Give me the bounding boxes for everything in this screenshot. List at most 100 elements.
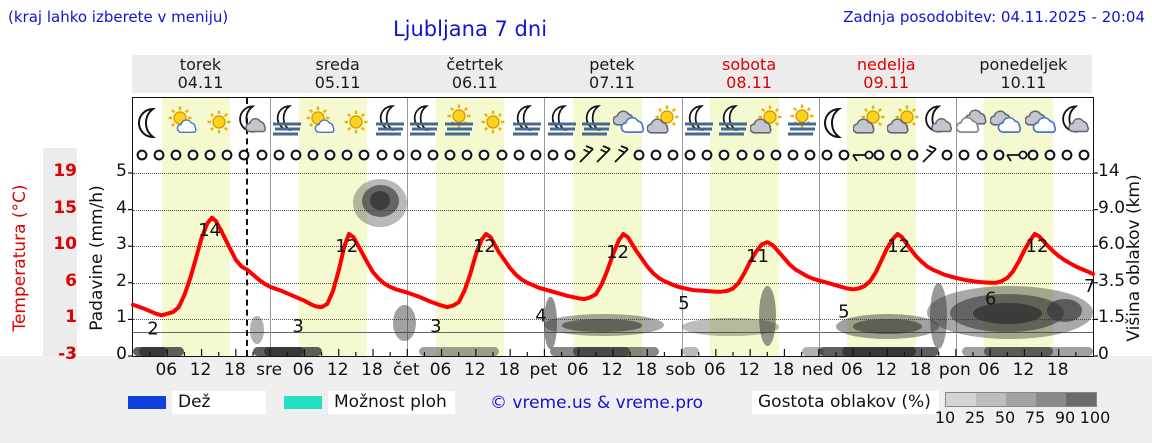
wind-symbol-calm [767,146,785,168]
day-separator [955,98,957,356]
precip-tick-label: 0 [116,344,127,364]
cloud-blob [393,304,416,342]
cloud-blob [930,282,948,349]
temp-value-label: 4 [535,305,546,326]
weather-icon-clouds [612,104,647,146]
wind-symbol-calm [681,146,699,168]
time-tick-label: 12 [326,360,349,380]
cloud-blob [984,347,1053,356]
weather-icon-sun-fog [785,104,819,146]
temp-value-label: 3 [430,316,441,337]
wind-symbol-calm [355,146,373,168]
wind-symbol-calm [493,146,511,168]
cloud-blob [264,347,305,356]
plot-area: 2 14 3 12 3 12 4 12 5 11 5 12 6 12 7 [128,97,1098,357]
wind-symbol-barb-ne [578,145,596,168]
wind-symbol-calm [544,146,562,168]
day-header-band [132,55,1092,93]
day-name: nedelja [856,55,916,74]
wind-symbol-calm [664,146,682,168]
wind-symbol-calm [373,146,391,168]
wind-symbol-calm [458,146,476,168]
showers-legend-label: Možnost ploh [328,391,455,414]
wind-symbol-calm [835,146,853,168]
cloud-blob [853,319,922,335]
wind-symbol-calm [630,146,648,168]
density-tick-label: 100 [1079,408,1111,427]
density-swatch [976,393,1006,406]
time-tick-label: 18 [909,360,932,380]
weather-icon-moon-fog [407,104,441,146]
weather-icon-clouds [1023,104,1059,146]
page-title: Ljubljana 7 dni [392,17,548,41]
weather-icon-moon-cloud [922,104,956,146]
temp-value-label: 6 [985,288,996,309]
day-separator [270,98,272,356]
precip-tick-label: 5 [116,161,127,181]
wind-symbol-calm [304,146,322,168]
precip-axis-title: Padavine (mm/h) [87,185,107,331]
wind-symbol-calm [218,146,236,168]
cloud-tick-label: 1.5 [1098,307,1126,328]
density-swatch [946,393,976,406]
temp-value-label: 12 [335,236,358,257]
wind-symbol-calm [698,146,716,168]
wind-symbol-calm [733,146,751,168]
day-name: torek [179,55,222,74]
density-tick-label: 25 [964,408,986,427]
weather-icon-moon-fog [682,104,716,146]
wind-symbol-calm [201,146,219,168]
day-name: ponedeljek [979,55,1068,74]
grid-line [133,173,1093,174]
weather-icon-sun [202,104,236,146]
wind-symbol-calm [253,146,271,168]
wind-symbol-calm [973,146,991,168]
precip-tick-label: 4 [116,197,127,218]
density-tick-label: 75 [1024,408,1046,427]
cloud-tick-label: 0 [1098,344,1109,364]
freezing-line [133,331,1093,333]
day-separator [681,98,683,356]
wind-symbol-calm [990,146,1008,168]
cloud-tick-label: 14 [1098,161,1120,181]
grid-line [133,246,1093,248]
density-tick-label: 90 [1054,408,1076,427]
wind-symbol-calm [424,146,442,168]
density-tick-label: 50 [994,408,1016,427]
wind-symbol-barb-ne [595,145,613,168]
time-tick-label: 12 [464,360,486,380]
wind-symbol-calm [818,146,836,168]
cloud-blob [573,347,631,356]
wind-symbol-calm [287,146,305,168]
day-name: petek [589,55,635,74]
weather-icon-moon [133,104,167,146]
wind-symbol-barb-ne [921,145,939,168]
weather-icon-moon-cloud [1059,104,1093,146]
daytime-band [298,98,368,356]
day-separator [818,98,820,356]
wind-symbol-calm [938,146,956,168]
wind-symbol-calm [955,146,973,168]
temp-value-label: 5 [838,301,849,322]
temp-tick-label: 19 [53,161,77,181]
time-tick-label: 18 [772,360,795,380]
credit-link[interactable]: © vreme.us & vreme.pro [490,393,704,413]
time-tick-label: 12 [1012,360,1035,380]
weather-icon-sun-fog [442,104,476,146]
time-tick-label: 18 [498,360,520,380]
day-date: 09.11 [863,73,910,92]
weather-icon-moon-fog [373,104,407,146]
weather-icon-moon-fog [716,104,750,146]
wind-symbol-calm [441,146,459,168]
time-tick-label: 06 [841,360,863,380]
wind-symbol-calm [887,146,905,168]
cloud-blob [138,347,168,356]
temp-value-label: 12 [473,236,496,257]
cloud-tick-label: 9.0 [1098,197,1126,218]
day-abbrev-label: čet [393,360,420,380]
weather-icon-moon [819,104,853,146]
day-separator [407,98,409,356]
wind-symbol-calm [1024,146,1042,168]
day-abbrev-label: pon [938,360,971,380]
cloud-blob [841,347,916,356]
